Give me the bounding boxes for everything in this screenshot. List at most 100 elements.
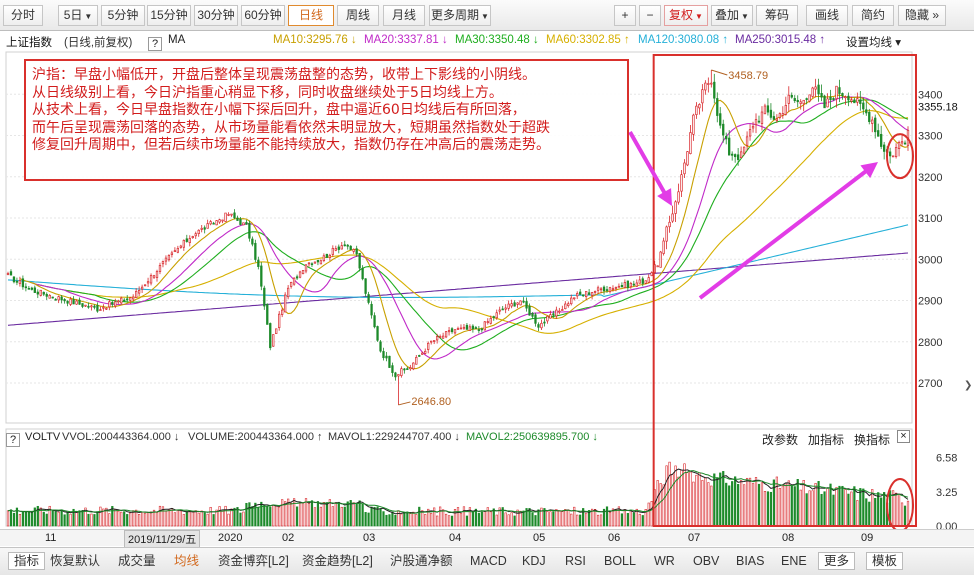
indicator-tab[interactable]: 模板 [866, 552, 904, 570]
ma10-line [19, 94, 909, 370]
period-button[interactable]: 30分钟 [194, 5, 238, 26]
volume-bar [304, 498, 308, 527]
volume-bar [760, 482, 764, 527]
volume-bar [611, 508, 615, 527]
volume-bar [880, 497, 883, 527]
tool-button[interactable]: 隐藏 » [898, 5, 946, 26]
tool-button[interactable]: 复权 ▼ [664, 5, 708, 26]
close-indicator-icon[interactable]: × [897, 430, 910, 443]
indicator-tab[interactable]: 恢复默认 [50, 554, 101, 568]
volume-bar [316, 501, 320, 527]
volume-bar [93, 514, 96, 527]
period-button[interactable]: 15分钟 [147, 5, 191, 26]
volume-bar [623, 509, 626, 527]
candle-body [656, 265, 659, 268]
volume-bar [686, 472, 689, 527]
indicator-tab[interactable]: ENE [781, 554, 807, 568]
tool-button[interactable]: − [639, 5, 661, 26]
indicator-tab[interactable]: BIAS [736, 554, 765, 568]
indicator-tab[interactable]: BOLL [604, 554, 636, 568]
indicator-tab[interactable]: WR [654, 554, 675, 568]
candle-body [111, 301, 114, 305]
volume-bar [30, 511, 33, 527]
change-params-button[interactable]: 改参数 [762, 433, 799, 447]
candle-body [552, 313, 555, 316]
indicator-tab[interactable]: KDJ [522, 554, 546, 568]
candle-body [775, 118, 779, 121]
candle-body [191, 236, 194, 238]
period-button[interactable]: 周线 [337, 5, 379, 26]
period-button[interactable]: 日线 [288, 5, 334, 26]
period-button[interactable]: 60分钟 [241, 5, 285, 26]
volume-bar [748, 477, 752, 527]
volume-bar [182, 514, 185, 527]
volume-bar [453, 508, 457, 527]
period-button[interactable]: 5日 ▼ [58, 5, 98, 26]
volume-bar [376, 506, 379, 527]
volume-bar [874, 497, 877, 527]
volume-bar [36, 505, 39, 527]
candle-body [590, 292, 594, 296]
indicator-tab[interactable]: 沪股通净额 [390, 554, 453, 568]
candle-body [513, 302, 516, 307]
volume-bar [63, 514, 66, 527]
candle-body [805, 98, 808, 100]
indicator-tab[interactable]: 指标 [8, 552, 46, 570]
indicator-tab[interactable]: RSI [565, 554, 586, 568]
add-indicator-button[interactable]: 加指标 [808, 433, 845, 447]
candle-body [376, 326, 379, 341]
indicator-tab[interactable]: 更多 [818, 552, 856, 570]
indicator-tab[interactable]: 资金趋势[L2] [302, 554, 373, 568]
scroll-right-icon[interactable]: ❯ [964, 380, 973, 391]
volume-bar [629, 510, 632, 527]
indicator-tab[interactable]: OBV [693, 554, 720, 568]
tool-button[interactable]: 画线 [806, 5, 848, 26]
candle-body [835, 85, 838, 100]
volume-bar [474, 508, 477, 527]
volume-info-bar: ? VOLTV VVOL:200443364.000 ↓ VOLUME:2004… [0, 429, 916, 447]
candle-body [486, 321, 489, 323]
volume-bar [57, 511, 60, 527]
ma250-line [7, 252, 909, 326]
indicator-tab[interactable]: 成交量 [118, 554, 156, 568]
indicator-tab[interactable]: MACD [470, 554, 507, 568]
volume-bar [468, 507, 472, 527]
candle-body [245, 222, 248, 225]
volume-bar [430, 513, 433, 527]
volume-bar [504, 512, 507, 527]
candle-body [480, 328, 483, 331]
candle-body [435, 336, 439, 341]
tool-button[interactable]: 简约 [852, 5, 894, 26]
date-label: 03 [363, 532, 376, 544]
date-label: 08 [782, 532, 795, 544]
candle-body [650, 272, 653, 277]
candle-body [683, 162, 686, 175]
ma-settings-button[interactable]: 设置均线 ▾ [846, 37, 901, 49]
cursor-date-label: 2019/11/29/五 [124, 530, 201, 548]
volume-bar [737, 484, 740, 527]
candle-body [692, 114, 695, 135]
candle-body [608, 287, 612, 292]
candle-body [483, 321, 486, 331]
tool-button[interactable]: 叠加 ▼ [711, 5, 753, 26]
candle-body [817, 84, 820, 95]
candle-body [421, 352, 424, 355]
volume-bar [206, 513, 209, 527]
tool-button[interactable]: + [614, 5, 636, 26]
indicator-tab[interactable]: 资金博弈[L2] [218, 554, 289, 568]
date-label: 11 [45, 532, 57, 544]
candle-body [635, 282, 638, 287]
indicator-tab[interactable]: 均线 [174, 554, 200, 568]
volume-bar [415, 514, 418, 527]
volume-bar [477, 512, 480, 527]
period-button[interactable]: 分时 [3, 5, 43, 26]
candle-body [877, 130, 880, 137]
volume-bar [847, 493, 850, 527]
candle-body [72, 299, 75, 305]
period-button[interactable]: 5分钟 [101, 5, 145, 26]
period-button[interactable]: 月线 [383, 5, 425, 26]
period-button[interactable]: 更多周期 ▼ [429, 5, 491, 26]
volume-bar [811, 490, 814, 527]
switch-indicator-button[interactable]: 换指标 [854, 433, 891, 447]
tool-button[interactable]: 筹码 [756, 5, 798, 26]
